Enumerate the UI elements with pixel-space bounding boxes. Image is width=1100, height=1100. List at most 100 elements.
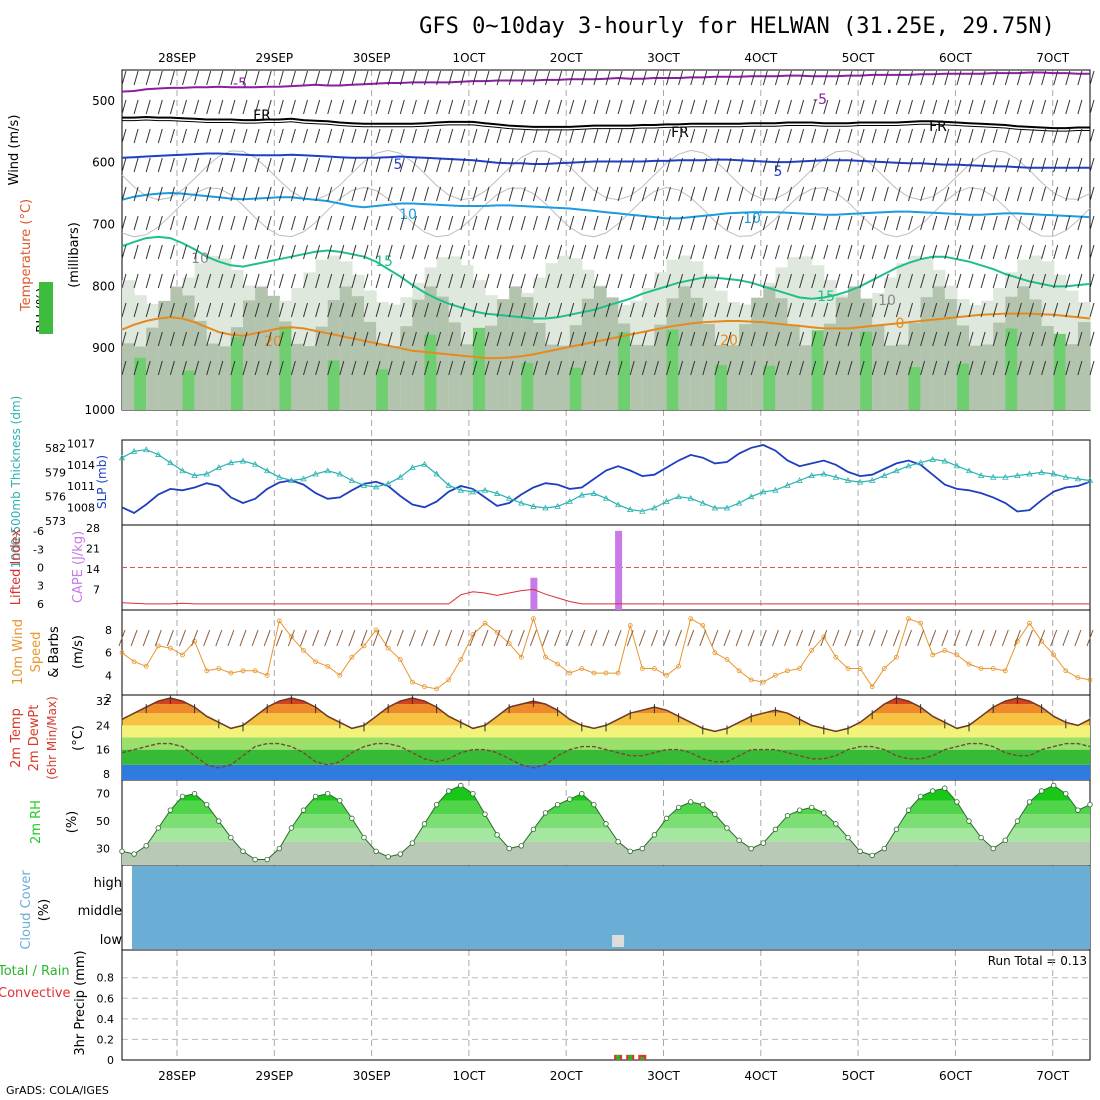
wind-barb [278, 360, 284, 376]
rh-shade-cell [1065, 344, 1079, 410]
wind10-barb [1026, 629, 1033, 647]
rh-shade-cell [400, 326, 413, 410]
wind-barb [968, 128, 974, 144]
wind-barb [545, 331, 550, 347]
wind-barb [242, 70, 248, 86]
wind-barb [484, 360, 490, 376]
rh-shade-cell [1041, 325, 1055, 410]
wind-barb [484, 157, 490, 173]
wind10-barb [1050, 629, 1058, 647]
wind-barb [666, 99, 671, 115]
wind-barb [1016, 360, 1022, 376]
wind10-barb [844, 629, 852, 647]
rh-shade-cell [351, 296, 365, 410]
wind10-barb [880, 629, 888, 647]
wind-barb [194, 157, 200, 173]
wind-barb [411, 302, 417, 318]
rh-marker [433, 801, 440, 808]
rh-marker [760, 840, 766, 846]
isotherm-fr [122, 115, 1090, 130]
wind-speed-line [121, 617, 1091, 690]
wind-barb [157, 157, 163, 173]
wind-barb [1053, 360, 1059, 376]
wind-barb [702, 128, 708, 144]
wind-speed-marker [228, 670, 234, 676]
wind-barb [472, 273, 478, 289]
wind-barb [908, 273, 913, 289]
wind-barb [653, 99, 659, 115]
wind-speed-marker [652, 666, 657, 671]
wind-barb [944, 215, 950, 231]
panel-frame-precip [121, 949, 1091, 1061]
thickness-marker [421, 460, 428, 467]
wind-speed-marker [167, 645, 173, 651]
wind-barb [424, 128, 429, 144]
wind-barb [956, 302, 962, 318]
wind-barb [726, 157, 732, 173]
wind-barb [847, 273, 853, 289]
thickness-marker [215, 464, 222, 470]
wind10-barb [626, 629, 634, 647]
wind-barb [1016, 186, 1022, 202]
wind-barb [968, 157, 974, 173]
rh-marker [143, 843, 149, 849]
wind-barb [774, 186, 780, 202]
wind-barb [315, 273, 321, 289]
wind-barb [629, 157, 635, 173]
wind-barb [569, 244, 575, 260]
wind-barb [774, 331, 780, 347]
dewpoint-line [121, 742, 1091, 769]
wind-barb [980, 244, 986, 260]
wind-barb [774, 157, 780, 173]
wind-barb [811, 186, 817, 202]
rh-shade-cell [291, 343, 305, 410]
rh-marker [506, 845, 512, 852]
wind10-barb [977, 629, 985, 647]
wind-barb [266, 186, 272, 202]
pressure-tick-label: 600 [92, 156, 115, 170]
wind-barb [980, 360, 986, 376]
wind-barb [726, 186, 732, 202]
isotherm-label: 15 [375, 254, 393, 270]
wind-barb [557, 302, 563, 318]
wind-barb [1041, 360, 1047, 376]
wind-barb [714, 244, 720, 260]
thickness-marker [251, 460, 259, 467]
thickness-marker [397, 473, 404, 480]
wind-barb [1029, 99, 1034, 115]
wind-barb [641, 302, 647, 318]
wind-barb [436, 128, 442, 144]
wind-barb [895, 273, 901, 289]
rh-marker [615, 838, 621, 845]
wind-barb [956, 244, 962, 260]
wind-barb [871, 99, 877, 115]
wind-speed-marker [325, 663, 331, 669]
wind-barb [375, 157, 381, 173]
wind-barb [774, 128, 780, 144]
wind-barb [472, 244, 478, 260]
wind-barb [992, 99, 998, 115]
wind-barb [508, 273, 514, 289]
wind-barb [932, 157, 938, 173]
wind-barb [218, 70, 224, 86]
wind-barb [617, 273, 623, 289]
wind10-barb [1013, 629, 1021, 647]
wind-barb [641, 244, 647, 260]
wind-barb [750, 360, 756, 376]
rh-shade-cell [932, 286, 946, 410]
wind-barb [557, 331, 563, 347]
wind-barb [738, 99, 744, 115]
wind-speed-marker [724, 657, 730, 662]
thickness-marker [530, 503, 537, 509]
wind-barb [750, 215, 756, 231]
wind-barb [1077, 273, 1083, 289]
wind-barb [194, 302, 200, 318]
wind-barb [666, 273, 671, 289]
wind-barb [895, 331, 901, 347]
wind10-barb [590, 629, 598, 647]
wind-barb [593, 360, 599, 376]
wind-barb [641, 215, 647, 231]
wind-barb [690, 215, 696, 231]
wind-barb [1004, 244, 1010, 260]
wind-barb [230, 186, 236, 202]
